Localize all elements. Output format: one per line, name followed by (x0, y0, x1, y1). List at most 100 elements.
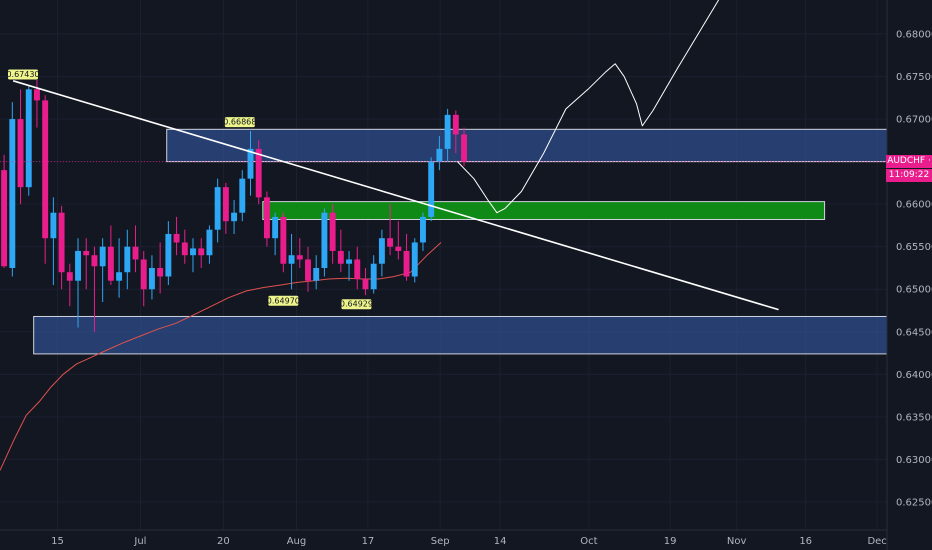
candle-body (75, 250, 81, 281)
target-zone (262, 201, 826, 220)
time-tick-label: Nov (727, 536, 747, 547)
candle-body (222, 187, 229, 222)
candle-body (247, 148, 254, 179)
time-axis[interactable]: 15 Jul 20 Aug 17 Sep 14 Oct 19 Nov 16 Dec (51, 536, 887, 547)
candle-body (190, 248, 196, 256)
candle-down (452, 110, 459, 154)
candle-down (354, 246, 361, 290)
projection-path (457, 0, 720, 214)
price-axis[interactable]: 0.680000.675000.670000.665000.660000.655… (896, 30, 932, 509)
candle-up (378, 229, 385, 277)
candle-body (231, 212, 238, 222)
price-marker-label: 0.64929 (340, 299, 373, 310)
candle-up (428, 157, 435, 222)
candle-body (42, 100, 49, 239)
candle-body (370, 263, 377, 290)
candle-body (329, 212, 336, 251)
candle-body (354, 259, 361, 280)
candle-up (321, 208, 328, 277)
candle-down (296, 238, 303, 268)
price-marker-text: 0.66868 (223, 118, 256, 127)
price-marker-box (268, 295, 299, 306)
candle-up (272, 212, 279, 256)
candle-body (444, 114, 451, 149)
candle-body (157, 267, 164, 277)
candle-up (239, 170, 246, 222)
candle-body (50, 212, 57, 239)
drawings-layer (0, 0, 887, 311)
candle-up (99, 238, 106, 303)
bar-countdown-tag: 11:09:22 (886, 168, 932, 182)
candle-down (337, 229, 344, 273)
candle-down (263, 191, 270, 247)
zones-layer (33, 128, 888, 355)
candle-body (25, 89, 32, 188)
candle-down (140, 250, 147, 307)
candle-body (280, 216, 287, 264)
candle-up (411, 238, 418, 283)
candle-up (247, 131, 254, 196)
price-marker-text: 0.64970 (267, 296, 300, 305)
candle-body (461, 134, 467, 162)
candle-body (132, 246, 139, 260)
price-marker-box (341, 299, 372, 310)
candle-body (296, 255, 303, 260)
price-marker-text: 0.67430 (6, 70, 39, 79)
candle-down (83, 238, 90, 290)
time-tick-label: Dec (867, 536, 886, 547)
candle-down (173, 216, 180, 256)
candle-body (206, 229, 213, 256)
candle-body (99, 246, 106, 267)
candle-body (1, 170, 8, 267)
trendline (12, 80, 779, 311)
candle-body (387, 238, 394, 247)
candle-down (395, 221, 402, 260)
candle-up (231, 199, 238, 234)
candle-up (25, 85, 32, 196)
time-tick-label: Sep (431, 536, 450, 547)
candle-down (222, 182, 229, 234)
candle-down (132, 225, 139, 273)
time-tick-label: 19 (664, 536, 677, 547)
candle-up (148, 255, 155, 300)
candle-body (346, 259, 353, 264)
candle-body (452, 114, 459, 135)
candle-body (411, 242, 418, 277)
candle-body (305, 259, 311, 281)
price-marker-label: 0.64970 (267, 295, 300, 306)
candles-layer (1, 79, 467, 332)
candle-down (66, 263, 73, 307)
candle-body (165, 233, 172, 277)
candle-down (58, 205, 65, 290)
candle-down (280, 212, 287, 273)
candle-down (461, 127, 467, 166)
candle-body (239, 178, 246, 213)
price-labels-layer: 0.67430 0.66868 0.64970 0.64929 (6, 69, 373, 310)
candle-body (378, 238, 385, 264)
time-tick-label: 17 (362, 536, 375, 547)
candle-down (255, 140, 262, 205)
candle-down (181, 229, 188, 264)
candle-down (329, 204, 336, 264)
candle-body (272, 216, 279, 239)
candle-body (214, 187, 221, 230)
time-tick-label: 16 (799, 536, 812, 547)
candle-down (157, 242, 164, 294)
candle-down (403, 233, 410, 281)
candle-body (58, 212, 65, 273)
candle-down (305, 246, 311, 292)
candle-down (91, 246, 98, 332)
candle-body (420, 216, 426, 243)
candle-body (140, 259, 147, 290)
candle-body (34, 89, 40, 101)
price-marker-box (224, 117, 255, 128)
candle-body (173, 233, 180, 243)
time-tick-label: Jul (133, 536, 146, 547)
candle-body (321, 212, 328, 268)
